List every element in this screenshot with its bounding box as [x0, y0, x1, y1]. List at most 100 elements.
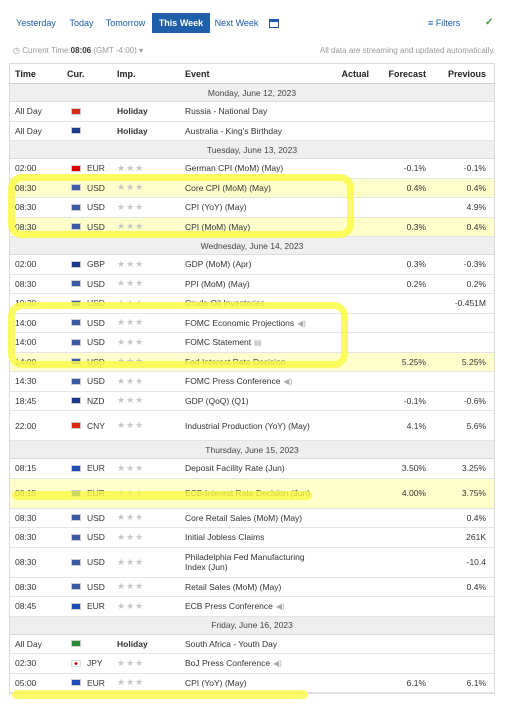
- currency-code: GBP: [87, 259, 105, 270]
- importance-cell: ★★★: [115, 221, 183, 232]
- currency-cell: USD: [65, 279, 115, 289]
- event-name[interactable]: Industrial Production (YoY) (May): [185, 420, 310, 431]
- event-name[interactable]: Initial Jobless Claims: [185, 532, 265, 543]
- event-name[interactable]: ECB Press Conference: [185, 601, 273, 612]
- table-row[interactable]: 08:15 EUR ★★★ Deposit Facility Rate (Jun) 3.…: [10, 459, 494, 479]
- previous-value: 0.4%: [466, 512, 486, 523]
- table-row[interactable]: 08:30 USD ★★★ Retail Sales (MoM) (May) 0.4%: [10, 578, 494, 597]
- event-cell: FOMC Statement ▤: [183, 337, 327, 347]
- event-cell: FOMC Economic Projections ◀): [183, 318, 327, 328]
- importance-cell: ★★★: [115, 601, 183, 612]
- event-cell: Russia - National Day: [183, 106, 327, 116]
- event-name[interactable]: Core Retail Sales (MoM) (May): [185, 512, 303, 523]
- table-row[interactable]: 02:00 GBP ★★★ GDP (MoM) (Apr) 0.3% -0.3%: [10, 255, 494, 275]
- importance-stars: ★★★: [117, 201, 145, 212]
- table-row[interactable]: 14:00 USD ★★★ FOMC Economic Projections ◀): [10, 314, 494, 333]
- table-row[interactable]: 08:30 USD ★★★ Core CPI (MoM) (May) 0.4% 0.4%: [10, 178, 494, 198]
- table-row[interactable]: 10:30 USD ★★★ Crude Oil Inventories -0.451M: [10, 294, 494, 314]
- currency-cell: GBP: [65, 259, 115, 269]
- table-row[interactable]: 08:30 USD ★★★ CPI (MoM) (May) 0.3% 0.4%: [10, 217, 494, 237]
- event-name[interactable]: Fed Interest Rate Decision: [185, 356, 286, 367]
- table-row[interactable]: 05:00 EUR ★★★ CPI (YoY) (May) 6.1% 6.1%: [10, 674, 494, 693]
- table-row[interactable]: All Day Holiday South Africa - Youth Day: [10, 635, 494, 654]
- table-row[interactable]: 22:00 CNY ★★★ Industrial Production (YoY) (…: [10, 411, 494, 441]
- event-cell: Initial Jobless Claims: [183, 532, 327, 542]
- event-name[interactable]: PPI (MoM) (May): [185, 278, 250, 289]
- currency-code: EUR: [87, 601, 105, 612]
- table-row[interactable]: 08:30 USD ★★★ Philadelphia Fed Manufacturin…: [10, 548, 494, 578]
- forecast-value: -0.1%: [403, 163, 426, 174]
- event-time: 18:45: [15, 395, 37, 406]
- table-row[interactable]: 18:45 NZD ★★★ GDP (QoQ) (Q1) -0.1% -0.6%: [10, 392, 494, 411]
- table-header: Time Cur. Imp. Event Actual Forecast Pre…: [10, 64, 494, 84]
- importance-cell: Holiday: [115, 126, 183, 136]
- col-event: Event: [185, 68, 210, 79]
- table-row[interactable]: 08:30 USD ★★★ PPI (MoM) (May) 0.2% 0.2%: [10, 275, 494, 294]
- event-name[interactable]: GDP (QoQ) (Q1): [185, 395, 249, 406]
- table-row[interactable]: 08:30 USD ★★★ CPI (YoY) (May) 4.9%: [10, 198, 494, 218]
- event-cell: Australia - King's Birthday: [183, 126, 327, 136]
- table-row[interactable]: 02:00 EUR ★★★ German CPI (MoM) (May) -0.1% -0…: [10, 159, 494, 179]
- event-name[interactable]: CPI (YoY) (May): [185, 677, 247, 688]
- table-row[interactable]: 14:00 USD ★★★ FOMC Statement ▤: [10, 333, 494, 353]
- table-row[interactable]: 02:30 JPY ★★★ BoJ Press Conference ◀): [10, 654, 494, 674]
- filters-button[interactable]: ≡ Filters: [428, 13, 460, 33]
- table-row[interactable]: 08:45 EUR ★★★ ECB Press Conference ◀): [10, 597, 494, 617]
- event-name[interactable]: FOMC Economic Projections: [185, 317, 295, 328]
- event-name[interactable]: ECB Interest Rate Decision (Jun): [185, 488, 311, 498]
- forecast-value: 4.00%: [401, 488, 426, 498]
- table-row[interactable]: All Day Holiday Australia - King's Birthda…: [10, 122, 494, 141]
- event-name[interactable]: Deposit Facility Rate (Jun): [185, 463, 285, 474]
- event-name[interactable]: CPI (MoM) (May): [185, 221, 251, 232]
- tab-this-week[interactable]: This Week: [152, 13, 210, 33]
- table-row[interactable]: All Day Holiday Russia - National Day: [10, 102, 494, 122]
- event-name[interactable]: BoJ Press Conference: [185, 658, 271, 669]
- flag-icon: [71, 558, 81, 566]
- table-row[interactable]: 08:15 EUR ★★★ ECB Interest Rate Decision (J…: [10, 478, 494, 509]
- table-row[interactable]: 08:30 USD ★★★ Core Retail Sales (MoM) (May)…: [10, 509, 494, 528]
- event-time: 22:00: [15, 420, 37, 431]
- calendar-icon[interactable]: [263, 13, 285, 33]
- importance-stars: ★★★: [117, 356, 145, 367]
- speaker-icon: ◀): [283, 377, 293, 387]
- event-name[interactable]: GDP (MoM) (Apr): [185, 259, 252, 270]
- currency-code: USD: [87, 221, 105, 232]
- flag-icon: [71, 223, 81, 231]
- clock-icon: ◷: [13, 46, 23, 55]
- table-row[interactable]: 14:30 USD ★★★ FOMC Press Conference ◀): [10, 372, 494, 392]
- event-cell: FOMC Press Conference ◀): [183, 376, 327, 386]
- economic-calendar-table: Time Cur. Imp. Event Actual Forecast Pre…: [9, 63, 495, 694]
- event-name[interactable]: CPI (YoY) (May): [185, 202, 247, 213]
- table-row[interactable]: 08:30 USD ★★★ Initial Jobless Claims 261K: [10, 528, 494, 548]
- event-name[interactable]: Australia - King's Birthday: [185, 125, 283, 136]
- event-name[interactable]: German CPI (MoM) (May): [185, 163, 284, 174]
- table-row[interactable]: 14:00 USD ★★★ Fed Interest Rate Decision 5.2…: [10, 352, 494, 372]
- currency-cell: EUR: [65, 678, 115, 688]
- tab-tomorrow[interactable]: Tomorrow: [105, 18, 146, 28]
- tab-yesterday[interactable]: Yesterday: [16, 18, 56, 28]
- flag-icon: [71, 422, 81, 429]
- event-name[interactable]: FOMC Statement: [185, 337, 252, 348]
- currency-cell: EUR: [65, 601, 115, 611]
- importance-cell: ★★★: [115, 182, 183, 193]
- importance-cell: Holiday: [115, 639, 183, 649]
- previous-value: -0.1%: [463, 163, 486, 174]
- event-name[interactable]: Crude Oil Inventories: [185, 298, 265, 309]
- event-cell: German CPI (MoM) (May): [183, 163, 327, 173]
- tab-today[interactable]: Today: [69, 18, 94, 28]
- day-header: Friday, June 16, 2023: [10, 616, 494, 635]
- currency-code: USD: [87, 581, 105, 592]
- event-name[interactable]: FOMC Press Conference: [185, 376, 281, 387]
- flag-icon: [71, 107, 81, 115]
- event-name[interactable]: Retail Sales (MoM) (May): [185, 581, 282, 592]
- event-name[interactable]: Core CPI (MoM) (May): [185, 182, 271, 193]
- current-time[interactable]: ◷ Current Time:08:06 (GMT -4:00) ▾: [13, 46, 144, 55]
- event-cell: Core Retail Sales (MoM) (May): [183, 513, 327, 523]
- currency-code: USD: [87, 337, 105, 348]
- event-name[interactable]: Russia - National Day: [185, 106, 268, 117]
- event-name[interactable]: South Africa - Youth Day: [185, 638, 278, 649]
- importance-cell: ★★★: [115, 317, 183, 328]
- importance-cell: ★★★: [115, 677, 183, 688]
- tab-next-week[interactable]: Next Week: [214, 18, 259, 28]
- event-name[interactable]: Philadelphia Fed Manufacturing Index (Ju…: [185, 552, 305, 572]
